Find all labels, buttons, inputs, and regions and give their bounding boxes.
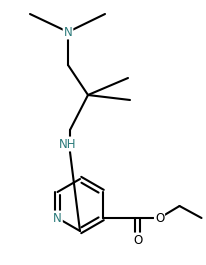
Text: NH: NH (59, 138, 77, 151)
Text: N: N (64, 25, 72, 38)
Text: O: O (133, 233, 142, 246)
Text: O: O (155, 211, 164, 224)
Text: N: N (53, 211, 62, 224)
